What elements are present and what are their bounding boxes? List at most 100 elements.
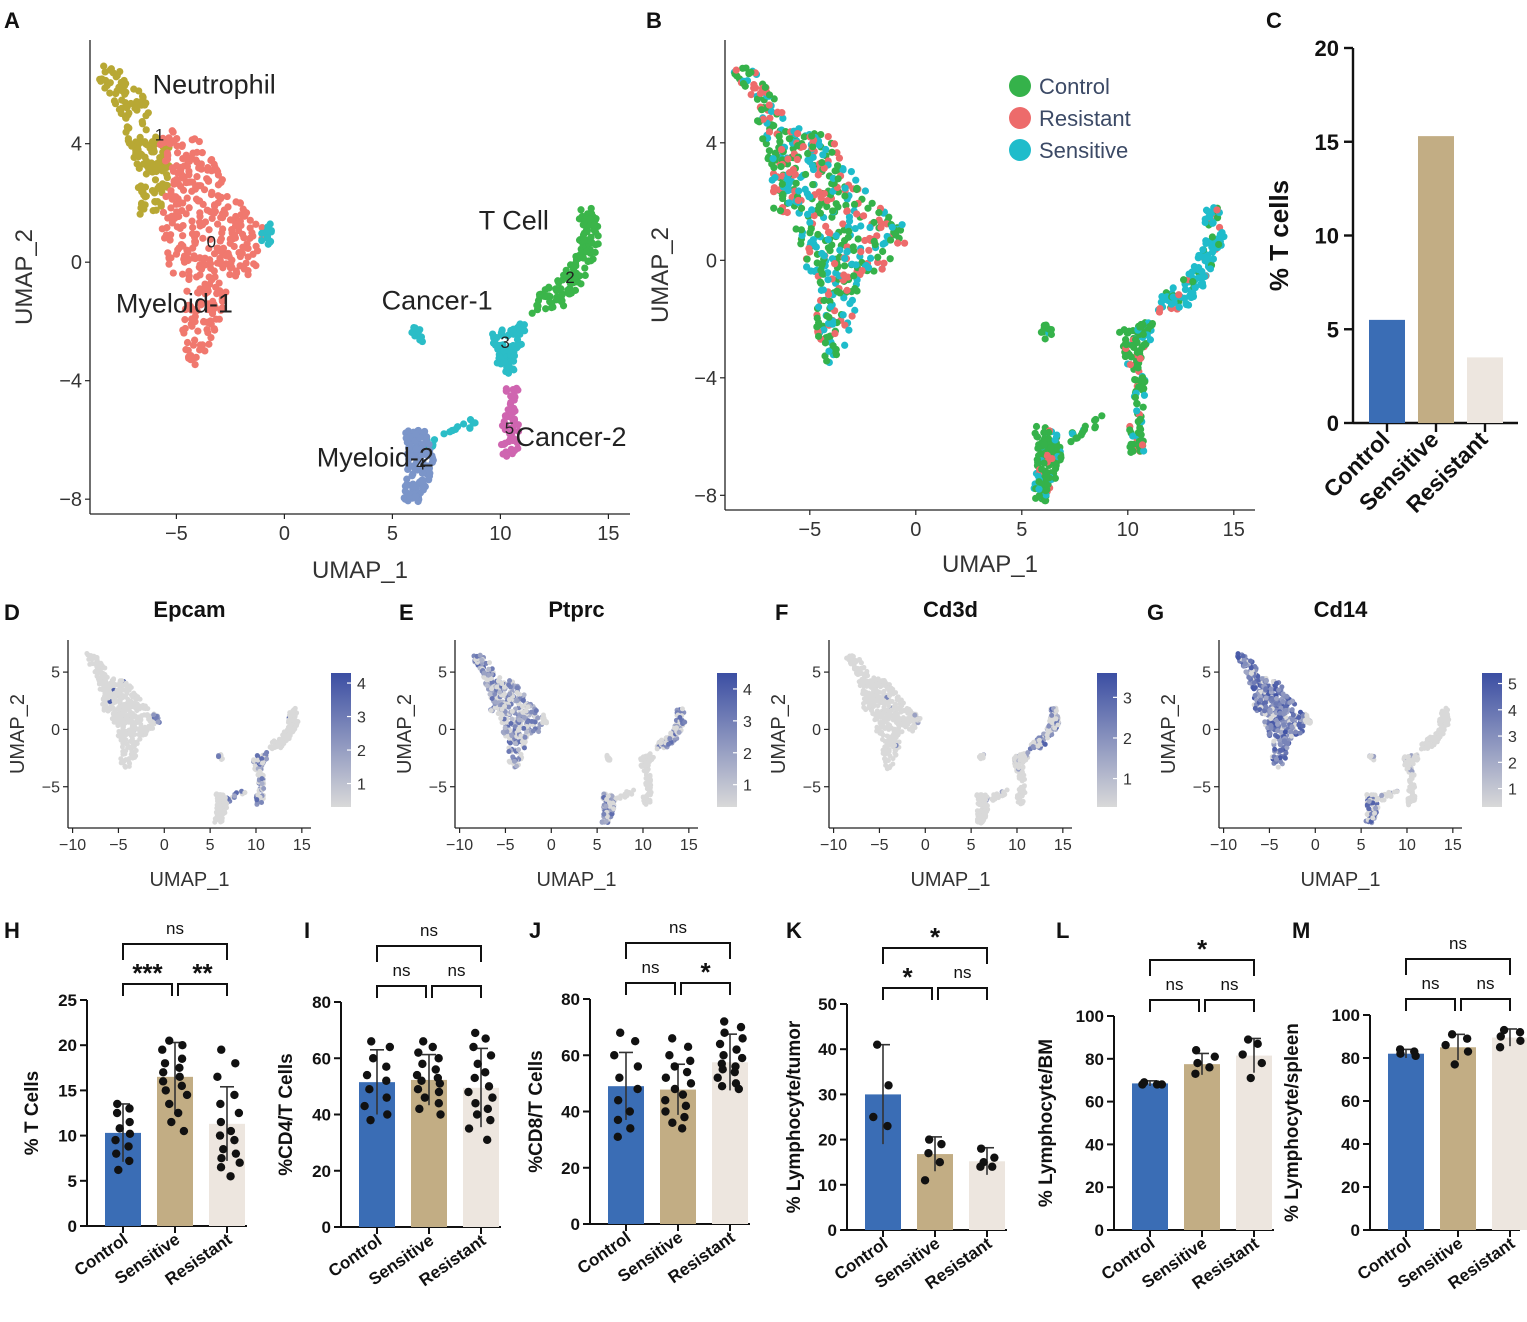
cell-point <box>852 176 860 184</box>
cell-point <box>840 294 848 302</box>
cell-point <box>188 230 197 238</box>
cell-point <box>783 208 791 217</box>
cell-point <box>123 680 129 686</box>
cell-point <box>130 691 136 697</box>
cell-point <box>1297 709 1303 715</box>
cell-point <box>865 246 873 254</box>
cell-point <box>864 670 870 676</box>
cell-point <box>831 329 839 338</box>
colorbar-label: 3 <box>1123 690 1132 707</box>
cell-point <box>609 811 615 817</box>
cell-point <box>121 749 127 755</box>
cell-point <box>466 424 474 432</box>
cell-point <box>507 740 513 746</box>
cell-point <box>1129 432 1137 440</box>
cell-point <box>870 677 876 683</box>
cell-point <box>761 83 769 91</box>
cell-point <box>231 234 240 242</box>
cell-point <box>1126 361 1134 369</box>
cell-point <box>506 682 512 688</box>
cell-point <box>1042 321 1050 329</box>
x-tick-label: 15 <box>597 523 619 545</box>
cluster-label: Myeloid-1 <box>116 289 233 319</box>
cell-point <box>873 232 881 240</box>
cell-point <box>137 151 146 159</box>
cell-point <box>805 244 813 253</box>
cell-point <box>1436 719 1442 725</box>
cell-point <box>677 714 683 720</box>
cell-point <box>134 146 142 154</box>
cell-point <box>557 292 566 300</box>
cell-point <box>1123 329 1131 337</box>
cell-point <box>1051 436 1059 444</box>
cell-point <box>854 235 862 243</box>
cell-point <box>809 236 817 244</box>
cell-point <box>497 689 503 695</box>
cell-point <box>989 796 995 802</box>
cell-point <box>1131 393 1139 402</box>
cell-point <box>1179 276 1188 284</box>
cell-point <box>509 426 517 435</box>
cell-point <box>511 393 519 401</box>
cell-point <box>1263 704 1269 710</box>
cell-point <box>587 204 595 213</box>
cell-point <box>917 715 923 721</box>
cell-point <box>1156 304 1164 313</box>
cell-point <box>185 204 193 212</box>
cell-point <box>514 698 520 704</box>
cell-point <box>226 239 234 247</box>
cell-point <box>513 741 519 747</box>
cell-point <box>481 670 487 676</box>
cell-point <box>896 739 902 745</box>
cell-point <box>200 186 209 194</box>
cell-point <box>809 143 817 151</box>
cell-point <box>856 656 862 662</box>
cell-point <box>886 726 892 732</box>
cell-point <box>477 652 483 658</box>
panel-letter-m: M <box>1292 918 1310 943</box>
panel-letter-f: F <box>775 600 788 625</box>
cell-point <box>894 239 902 247</box>
cell-point <box>827 303 835 311</box>
cell-point <box>900 700 906 706</box>
cell-point <box>221 799 227 805</box>
cell-point <box>974 792 980 798</box>
cell-point <box>912 712 918 718</box>
cell-point <box>892 703 898 709</box>
cell-point <box>824 132 832 141</box>
cell-point <box>806 229 814 237</box>
cell-point <box>203 284 212 293</box>
cell-point <box>1276 687 1282 693</box>
cell-point <box>469 419 477 427</box>
cell-point <box>132 720 138 726</box>
cell-point <box>682 719 688 725</box>
cluster-id: 4 <box>416 455 425 474</box>
cell-point <box>254 797 260 803</box>
cell-point <box>975 817 981 823</box>
cell-point <box>1220 233 1228 241</box>
cell-point <box>285 733 291 739</box>
cell-point <box>1146 322 1154 331</box>
cell-point <box>1209 219 1217 227</box>
cell-point <box>193 173 201 181</box>
x-tick-label: 15 <box>1054 837 1072 854</box>
cell-point <box>851 224 859 233</box>
cell-point <box>861 679 867 685</box>
cell-point <box>408 472 416 480</box>
cell-point <box>814 171 822 179</box>
cell-point <box>489 695 495 701</box>
cell-point <box>172 175 180 184</box>
cell-point <box>167 231 175 239</box>
cell-point <box>1273 696 1279 702</box>
cell-point <box>784 186 793 194</box>
cell-point <box>1023 757 1029 763</box>
cluster-label: Myeloid-2 <box>317 443 434 473</box>
x-tick-label: 0 <box>160 837 169 854</box>
cell-point <box>1041 335 1049 343</box>
cell-point <box>182 210 190 218</box>
cell-point <box>859 212 868 220</box>
cell-point <box>978 752 984 758</box>
cell-point <box>1278 705 1284 711</box>
cell-point <box>502 703 508 709</box>
cell-point <box>405 455 413 463</box>
